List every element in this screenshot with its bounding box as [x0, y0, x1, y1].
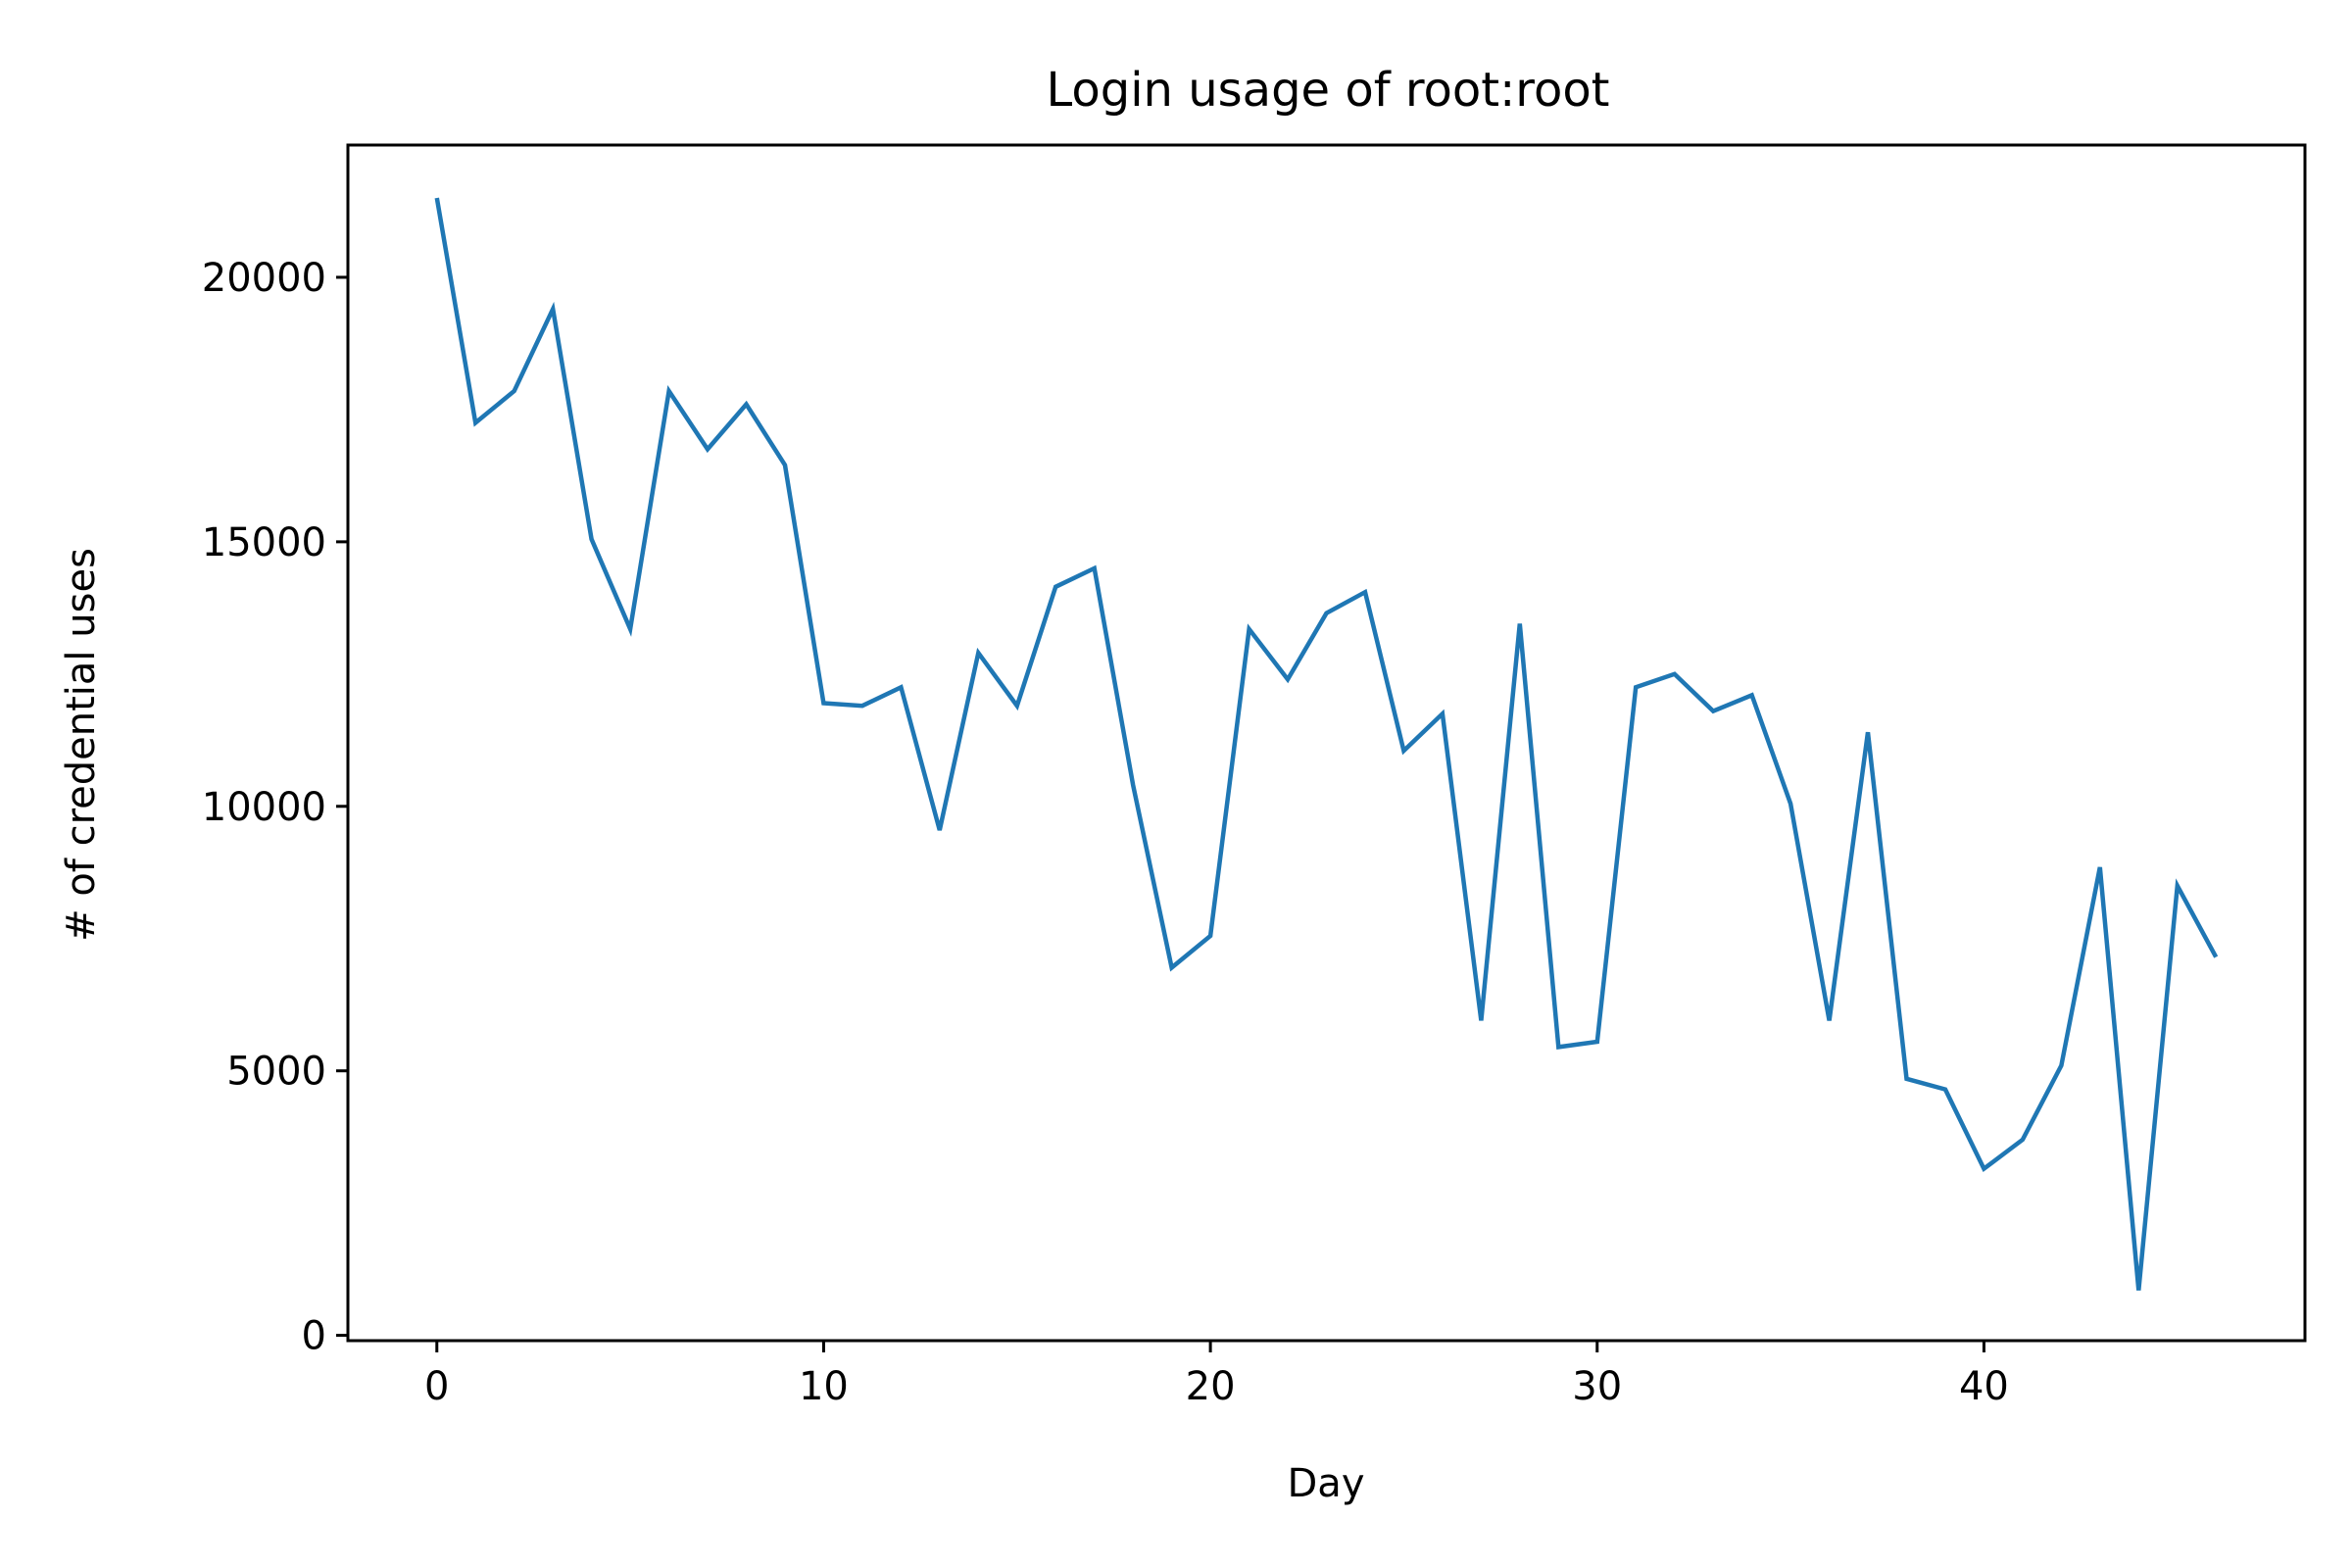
x-axis: 0 10 20 30 40	[424, 1341, 2009, 1409]
y-axis: 0 5000 10000 15000 20000	[202, 256, 348, 1359]
y-tick-label: 20000	[202, 256, 326, 301]
y-tick-label: 15000	[202, 520, 326, 565]
x-tick-label: 30	[1572, 1364, 1622, 1409]
x-tick-label: 40	[1959, 1364, 2009, 1409]
x-tick-label: 20	[1186, 1364, 1236, 1409]
y-tick-label: 10000	[202, 785, 326, 830]
plot-frame	[346, 143, 2307, 1343]
x-tick-label: 0	[424, 1364, 449, 1409]
x-tick-label: 10	[799, 1364, 849, 1409]
y-tick-label: 5000	[226, 1050, 326, 1095]
y-tick-label: 0	[302, 1314, 326, 1359]
plot-area	[434, 197, 2219, 1291]
chart-title: Login usage of root:root	[1046, 63, 1609, 118]
y-axis-label: # of credential uses	[59, 548, 104, 942]
series-line-0	[434, 197, 2219, 1291]
x-axis-label: Day	[1288, 1461, 1365, 1506]
